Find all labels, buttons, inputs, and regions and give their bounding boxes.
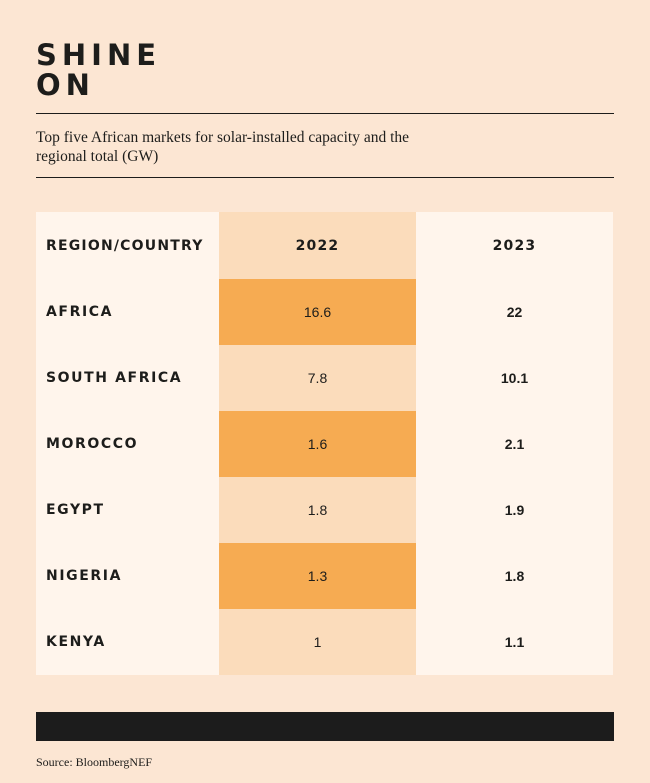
- value-2023: 10.1: [416, 345, 613, 411]
- table-header-row: REGION/COUNTRY 2022 2023: [36, 212, 613, 279]
- value-2022: 7.8: [219, 345, 416, 411]
- row-label: AFRICA: [36, 279, 219, 345]
- row-label: NIGERIA: [36, 543, 219, 609]
- row-label: MOROCCO: [36, 411, 219, 477]
- column-header-2022: 2022: [219, 212, 416, 279]
- chart-title: SHINE ON: [36, 40, 161, 100]
- title-line-2: ON: [36, 68, 95, 102]
- column-header-region: REGION/COUNTRY: [36, 212, 219, 279]
- data-table: REGION/COUNTRY 2022 2023 AFRICA 16.6 22 SOU…: [36, 212, 613, 675]
- row-label: SOUTH AFRICA: [36, 345, 219, 411]
- value-2022: 1.8: [219, 477, 416, 543]
- row-label: KENYA: [36, 609, 219, 675]
- value-2023: 22: [416, 279, 613, 345]
- table-row: KENYA 1 1.1: [36, 609, 613, 675]
- row-label: EGYPT: [36, 477, 219, 543]
- column-header-2023: 2023: [416, 212, 613, 279]
- value-2022: 1.6: [219, 411, 416, 477]
- source-note: Source: BloombergNEF: [36, 755, 153, 769]
- value-2023: 1.1: [416, 609, 613, 675]
- value-2023: 1.8: [416, 543, 613, 609]
- top-divider: [36, 113, 614, 114]
- footer-bar: [36, 712, 614, 741]
- chart-subtitle: Top five African markets for solar-insta…: [36, 129, 410, 165]
- value-2023: 1.9: [416, 477, 613, 543]
- title-line-1: SHINE: [36, 38, 162, 72]
- table-row: NIGERIA 1.3 1.8: [36, 543, 613, 609]
- value-2022: 16.6: [219, 279, 416, 345]
- bottom-divider: [36, 177, 614, 178]
- table-row: AFRICA 16.6 22: [36, 279, 613, 345]
- value-2022: 1.3: [219, 543, 416, 609]
- value-2023: 2.1: [416, 411, 613, 477]
- table-row: EGYPT 1.8 1.9: [36, 477, 613, 543]
- value-2022: 1: [219, 609, 416, 675]
- table-row: MOROCCO 1.6 2.1: [36, 411, 613, 477]
- table-row: SOUTH AFRICA 7.8 10.1: [36, 345, 613, 411]
